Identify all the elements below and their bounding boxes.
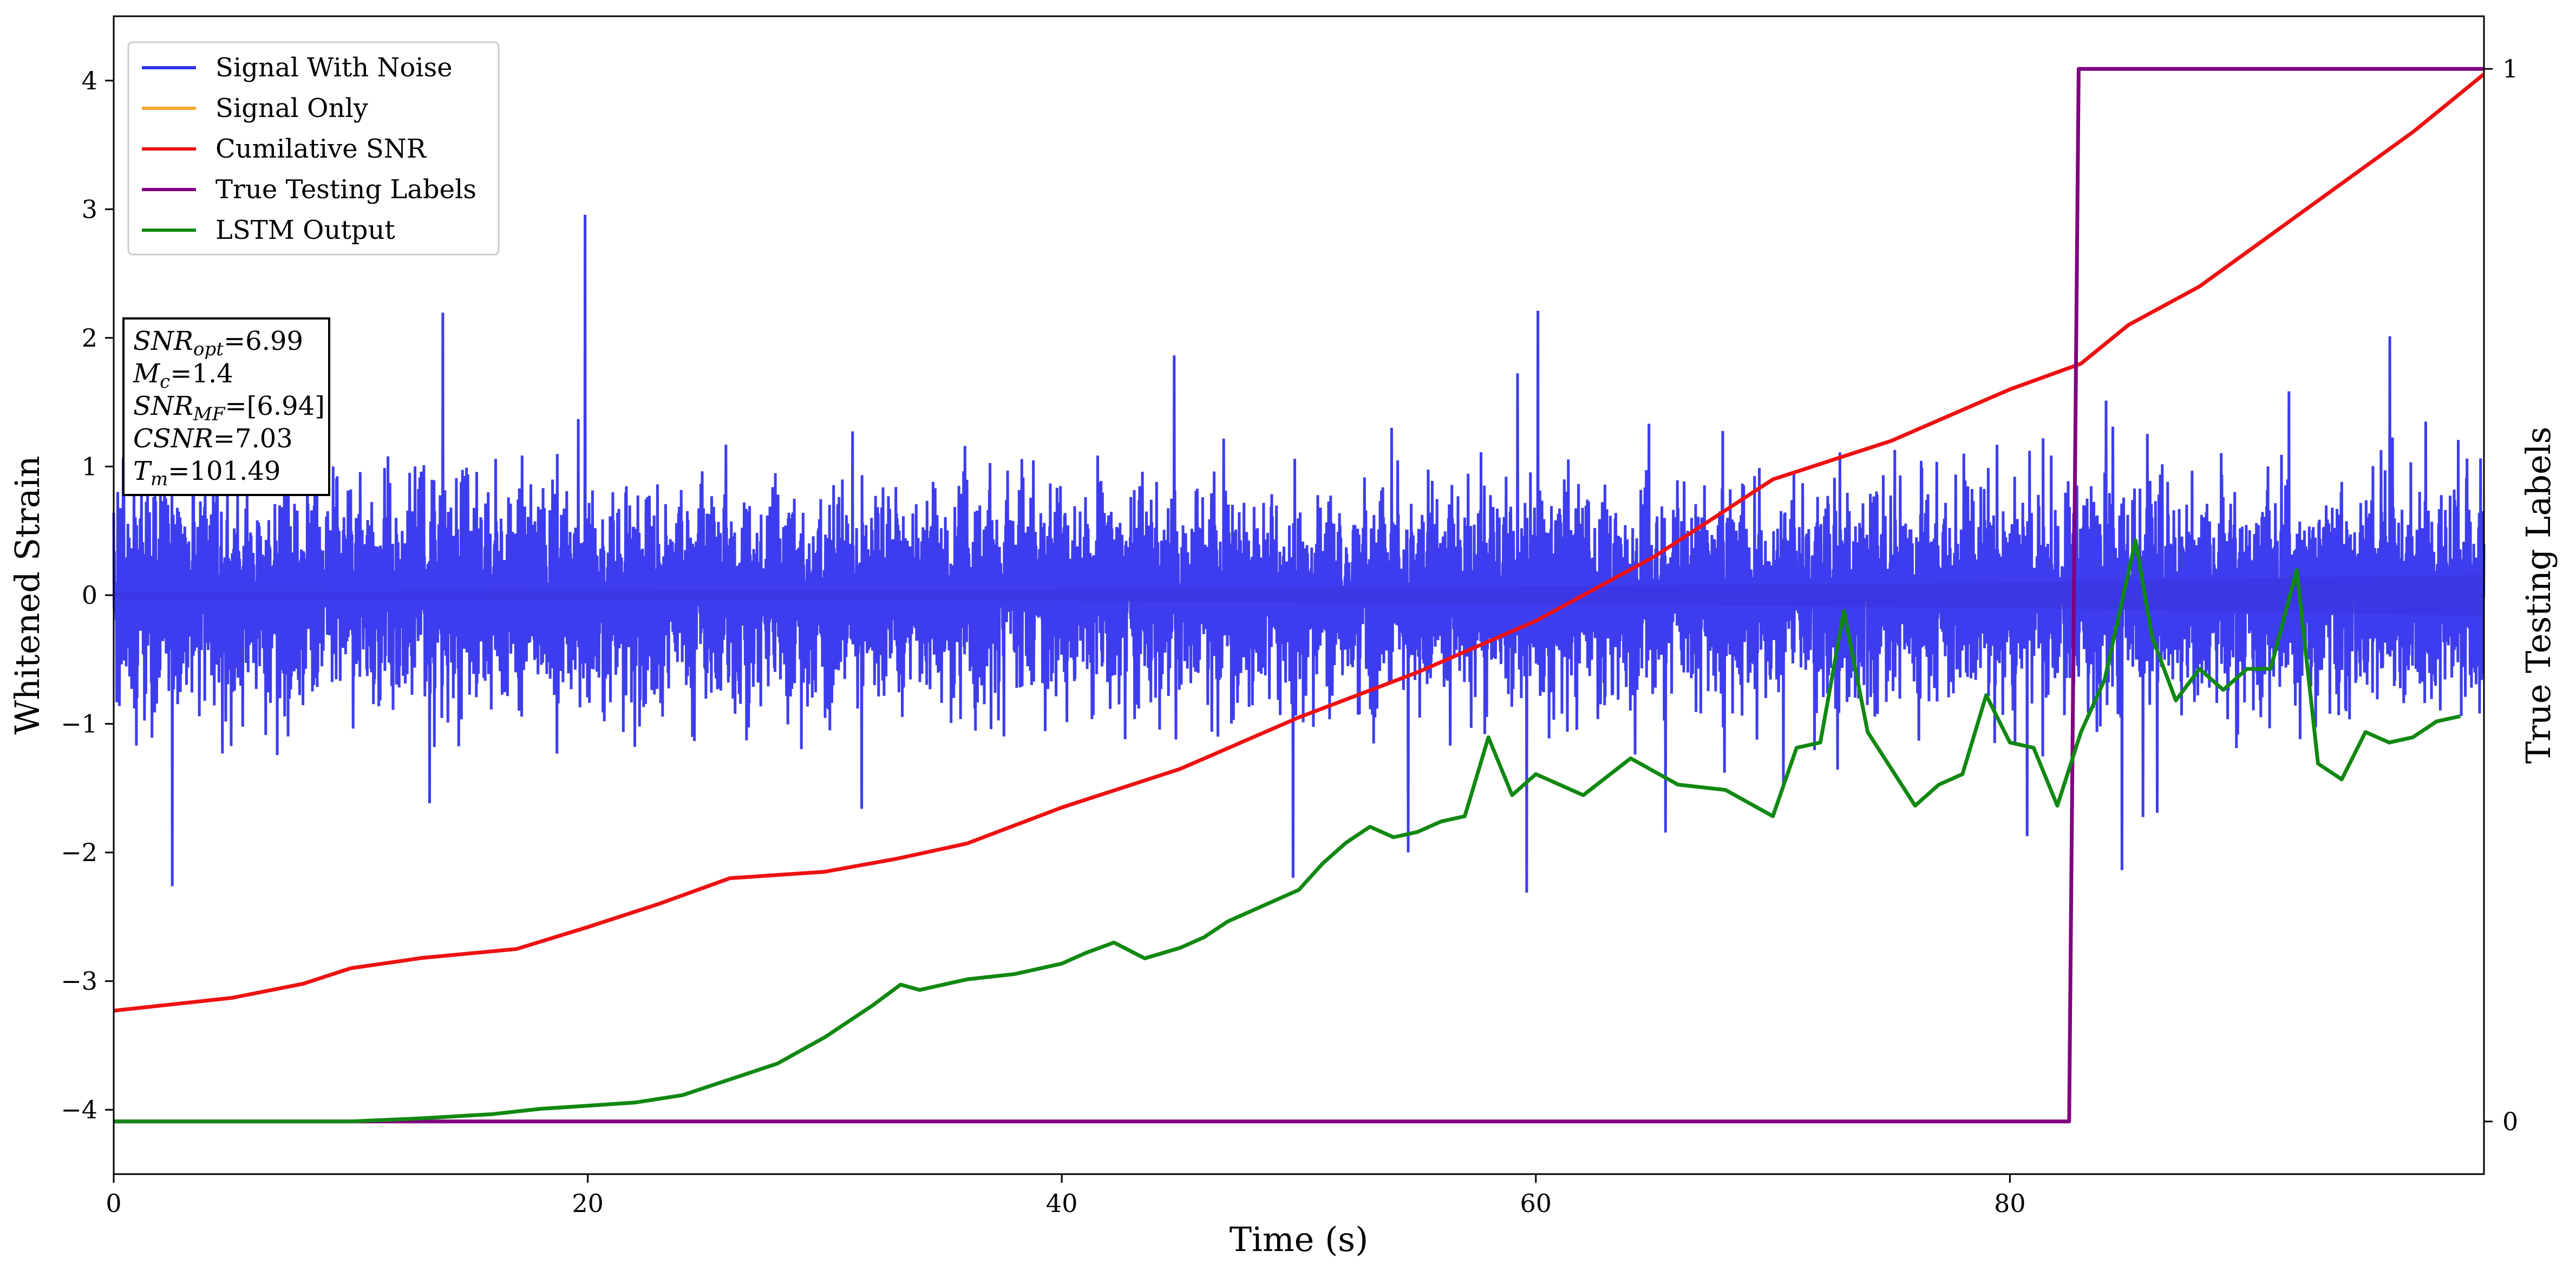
annotation-subscript: MF (193, 403, 226, 425)
x-tick-label: 0 (106, 1189, 121, 1218)
annotation-symbol: M (133, 359, 161, 389)
x-tick-label: 20 (572, 1189, 604, 1218)
y-tick-label: 3 (82, 194, 97, 224)
x-axis-label: Time (s) (1230, 1220, 1369, 1259)
lstm-output-line (114, 538, 2461, 1124)
annotation-value: =101.49 (168, 456, 280, 486)
annotation-line: Mc=1.4 (133, 359, 233, 393)
y-tick-label: 0 (82, 581, 97, 610)
legend-label-cumilative-snr: Cumilative SNR (215, 134, 427, 164)
annotation-subscript: c (160, 371, 170, 393)
y-tick-label: −4 (61, 1095, 97, 1124)
annotation-subscript: opt (193, 338, 224, 360)
series-lines-layer (113, 67, 2486, 1124)
legend: Signal With Noise Signal Only Cumilative S… (127, 41, 500, 256)
annotation-box: SNRopt=6.99Mc=1.4SNRMF=[6.94]CSNR=7.03Tm… (122, 317, 330, 496)
annotation-line: SNRopt=6.99 (133, 326, 303, 360)
annotation-symbol: CSNR (133, 424, 213, 454)
y-tick-label: 2 (82, 323, 97, 353)
legend-label-lstm-output: LSTM Output (215, 215, 395, 245)
annotation-value: =6.99 (224, 326, 303, 356)
annotation-symbol: SNR (133, 391, 193, 421)
cumilative-snr-line (113, 73, 2486, 1013)
annotation-value: =[6.94] (225, 391, 325, 421)
x-tick-label: 80 (1994, 1189, 2026, 1218)
legend-label-signal-only: Signal Only (215, 93, 368, 123)
annotation-symbol: SNR (133, 326, 193, 356)
true-testing-labels-line (114, 67, 2484, 1124)
x-tick-label: 60 (1520, 1189, 1552, 1218)
y-tick-label: −3 (61, 967, 97, 996)
signal-with-noise-layer (112, 214, 2486, 893)
y-tick-label: 4 (82, 66, 97, 95)
y2-tick-label: 0 (2502, 1107, 2518, 1136)
y-axis-label: Whitened Strain (8, 456, 47, 735)
annotation-symbol: T (133, 456, 152, 486)
annotation-line: SNRMF=[6.94] (133, 391, 325, 425)
y-tick-label: −1 (61, 709, 97, 739)
legend-frame (127, 41, 500, 256)
annotation-subscript: m (151, 468, 168, 490)
annotation-value: =7.03 (213, 424, 293, 454)
signal-with-noise-line (112, 214, 2486, 893)
legend-label-true-testing-labels: True Testing Labels (215, 174, 476, 205)
y2-tick-label: 1 (2502, 54, 2518, 83)
x-tick-label: 40 (1046, 1189, 1078, 1218)
y-tick-label: −2 (61, 838, 97, 867)
y2-axis-label: True Testing Labels (2519, 427, 2558, 764)
legend-label-signal-with-noise: Signal With Noise (215, 53, 453, 83)
annotation-line: Tm=101.49 (133, 456, 280, 490)
annotation-value: =1.4 (170, 359, 233, 389)
y-tick-label: 1 (82, 452, 97, 481)
annotation-frame (122, 317, 330, 496)
annotation-line: CSNR=7.03 (133, 424, 293, 454)
